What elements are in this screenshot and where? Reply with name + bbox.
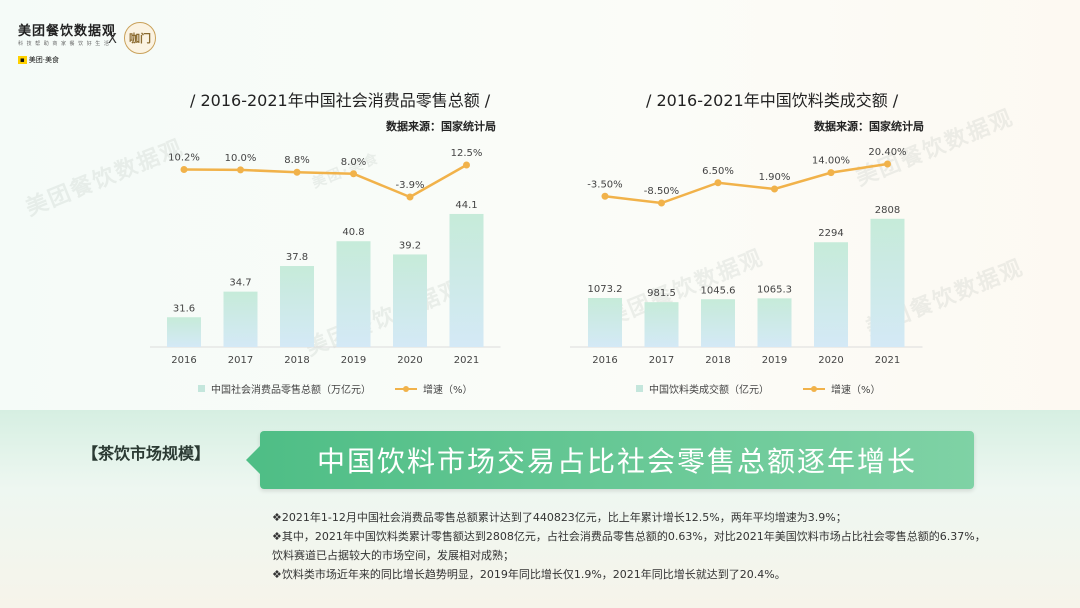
- growth-point: [771, 185, 778, 193]
- growth-label: -8.50%: [644, 186, 679, 197]
- x-tick-label: 2021: [454, 355, 479, 366]
- brand-logo: 美团餐饮数据观 科 技 帮 助 商 家 餐 饮 好 生 活 ▪ 美团·美食: [18, 20, 116, 66]
- brand-subtitle: 科 技 帮 助 商 家 餐 饮 好 生 活: [18, 41, 110, 47]
- x-tick-label: 2018: [705, 355, 730, 366]
- bar: [223, 291, 258, 347]
- retail-sales-chart: 31.6 2016 34.7 2017 37.8 2018 40.8 2019 39.2 2020…: [150, 148, 501, 366]
- meituan-logo: ▪ 美团·美食: [18, 55, 59, 65]
- bar-value-label: 40.8: [342, 227, 364, 238]
- summary-bullets: ❖2021年1-12月中国社会消费品零售总额累计达到了440823亿元，比上年累…: [272, 508, 1062, 584]
- growth-line: [183, 163, 468, 199]
- chart-title: / 2016-2021年中国饮料类成交额 /: [646, 91, 899, 110]
- bar-value-label: 2808: [875, 205, 900, 216]
- meituan-logo-text: 美团·美食: [28, 56, 59, 64]
- chart-legend: 中国饮料类成交额（亿元） 增速（%）: [636, 381, 881, 396]
- legend-bar-swatch: [636, 385, 643, 392]
- legend-line-label: 增速（%）: [423, 385, 473, 396]
- bar-value-label: 37.8: [286, 252, 308, 263]
- bar: [167, 317, 201, 347]
- bar: [757, 298, 792, 347]
- bar: [393, 254, 427, 347]
- headline-banner: 中国饮料市场交易占比社会零售总额逐年增长: [246, 431, 974, 489]
- bar-value-label: 2294: [818, 228, 843, 239]
- growth-point: [658, 199, 665, 207]
- brand-cross: X: [108, 32, 117, 47]
- bar: [701, 299, 735, 347]
- growth-label: 1.90%: [759, 172, 791, 183]
- bar: [644, 302, 679, 347]
- bullet-item: ❖其中，2021年中国饮料类累计零售额达到2808亿元，占社会消费品零售总额的0…: [272, 530, 986, 543]
- growth-point: [601, 192, 609, 200]
- partner-logo: 咖门: [124, 22, 156, 54]
- bullet-item: ❖2021年1-12月中国社会消费品零售总额累计达到了440823亿元，比上年累…: [272, 511, 847, 524]
- legend-line-label: 增速（%）: [831, 385, 881, 396]
- bar: [588, 297, 622, 347]
- growth-point: [827, 169, 835, 177]
- x-tick-label: 2018: [284, 355, 309, 366]
- beverage-sales-chart: 1073.2 2016 981.5 2017 1045.6 2018 1065.3 2019 2…: [570, 147, 923, 366]
- x-tick-label: 2019: [762, 355, 787, 366]
- x-tick-label: 2019: [341, 355, 366, 366]
- growth-point: [406, 193, 414, 201]
- growth-label: -3.50%: [587, 179, 622, 190]
- x-tick-label: 2016: [592, 355, 617, 366]
- brand-title: 美团餐饮数据观: [18, 24, 117, 39]
- growth-label: -3.9%: [395, 180, 424, 191]
- growth-point: [714, 179, 722, 187]
- bar-value-label: 39.2: [399, 240, 421, 251]
- x-tick-label: 2021: [875, 355, 900, 366]
- x-tick-label: 2020: [397, 355, 422, 366]
- x-tick-label: 2017: [649, 355, 674, 366]
- bar-value-label: 31.6: [173, 303, 195, 314]
- headline-text: 中国饮料市场交易占比社会零售总额逐年增长: [316, 445, 917, 478]
- growth-point: [463, 161, 470, 169]
- growth-point: [884, 160, 891, 168]
- legend-bar-label: 中国社会消费品零售总额（万亿元）: [211, 385, 371, 396]
- growth-label: 8.0%: [341, 157, 366, 168]
- chart-legend: 中国社会消费品零售总额（万亿元） 增速（%）: [198, 381, 473, 396]
- bar-value-label: 34.7: [229, 278, 251, 289]
- growth-label: 6.50%: [702, 166, 734, 177]
- growth-label: 10.0%: [225, 153, 257, 164]
- x-tick-label: 2020: [818, 355, 843, 366]
- legend-line-swatch: [803, 385, 825, 392]
- bullet-item: 饮料赛道已占据较大的市场空间，发展相对成熟；: [272, 549, 514, 562]
- bar-value-label: 1073.2: [588, 284, 623, 295]
- growth-label: 20.40%: [868, 147, 906, 158]
- bar-value-label: 1065.3: [757, 284, 792, 295]
- growth-label: 12.5%: [451, 148, 483, 159]
- growth-label: 10.2%: [168, 152, 200, 163]
- bar: [336, 241, 371, 347]
- chart-title: / 2016-2021年中国社会消费品零售总额 /: [190, 91, 491, 110]
- growth-line: [604, 162, 888, 205]
- chart-source: 数据来源：国家统计局: [386, 120, 496, 133]
- legend-bar-swatch: [198, 385, 205, 392]
- bar: [280, 266, 314, 347]
- growth-point: [350, 170, 357, 178]
- growth-label: 14.00%: [812, 156, 850, 167]
- growth-label: 8.8%: [284, 155, 309, 166]
- chart-source: 数据来源：国家统计局: [814, 120, 924, 133]
- legend-bar-label: 中国饮料类成交额（亿元）: [649, 385, 769, 396]
- growth-point: [293, 168, 301, 176]
- x-tick-label: 2017: [228, 355, 253, 366]
- bar-value-label: 1045.6: [701, 285, 736, 296]
- bullet-item: ❖饮料类市场近年来的同比增长趋势明显，2019年同比增长仅1.9%，2021年同…: [272, 568, 786, 581]
- bar: [870, 218, 905, 347]
- meituan-logo-mark: ▪: [18, 56, 27, 64]
- section-tag: 【茶饮市场规模】: [82, 444, 211, 463]
- bar-value-label: 44.1: [455, 200, 477, 211]
- bar-value-label: 981.5: [647, 288, 676, 299]
- bar: [814, 242, 848, 347]
- legend-line-swatch: [395, 385, 417, 392]
- growth-point: [180, 165, 188, 173]
- growth-point: [237, 166, 244, 174]
- x-tick-label: 2016: [171, 355, 196, 366]
- bar: [449, 213, 484, 347]
